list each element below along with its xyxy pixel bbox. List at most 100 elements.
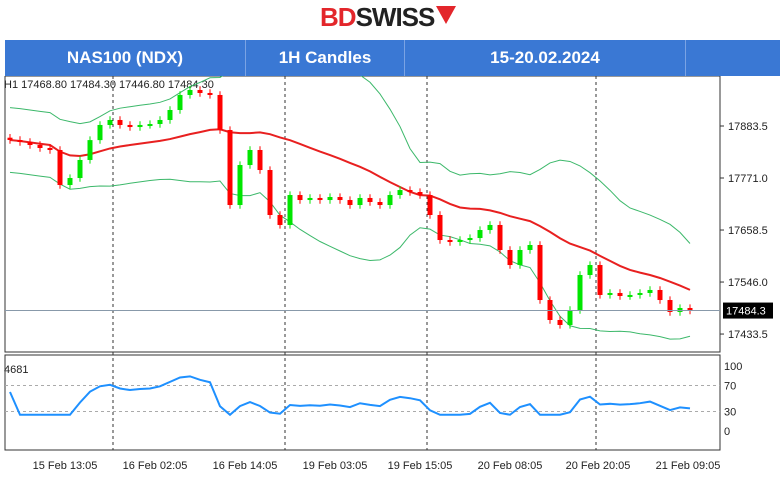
candle-body [387,195,393,206]
candle-body [247,149,253,166]
candle-body [27,141,33,146]
candle-body [337,197,343,201]
candle-body [557,319,563,325]
candle-body [327,197,333,201]
candle-body [377,202,383,206]
date-range-label: 15-20.02.2024 [405,40,686,76]
candle-body [347,200,353,206]
rsi-line [9,375,691,417]
candle-body [177,94,183,111]
candle-body [457,240,463,243]
candle-body [637,292,643,295]
candle-body [497,224,503,250]
candle-body [467,238,473,241]
price-chart: H1 17468.80 17484.30 17446.80 17484.30 4… [4,76,773,472]
candle-body [437,214,443,241]
candle-body [417,192,423,196]
candle-body [487,224,493,231]
candle-body [407,190,413,193]
lower-band [9,171,691,340]
candle-body [517,249,523,266]
rsi-tick-label: 100 [724,361,742,373]
candle-body [307,197,313,201]
candle-body [427,195,433,215]
candle-body [447,240,453,243]
candle-body [477,230,483,239]
candle-body [537,245,543,301]
moving-average-line [9,128,691,291]
candle-body [237,165,243,206]
chart-header: NAS100 (NDX) 1H Candles 15-20.02.2024 [5,40,780,76]
main-pane-frame [4,76,721,353]
current-price-box [723,302,773,319]
candle-body [607,292,613,295]
candle-body [527,245,533,250]
candle-body [7,137,13,141]
time-axis-label: 21 Feb 09:05 [656,460,721,472]
candle-body [137,124,143,128]
time-axis-label: 16 Feb 02:05 [123,460,188,472]
ohlc-label: H1 17468.80 17484.30 17446.80 17484.30 [4,79,214,91]
candle-body [397,190,403,196]
price-tick-label: 17883.5 [728,121,768,133]
price-tick-label: 17546.0 [728,277,768,289]
candle-body [287,195,293,225]
candle-body [687,308,693,311]
candle-body [77,159,83,179]
price-tick-label: 17771.0 [728,173,768,185]
candle-body [577,275,583,311]
current-price-label: 17484.3 [726,306,766,318]
candle-body [167,110,173,120]
bdswiss-logo: BDSWISS [320,2,457,33]
candle-body [17,140,23,143]
candle-body [207,92,213,95]
candle-body [627,294,633,297]
candle-body [47,148,53,151]
candle-body [597,265,603,295]
candle-body [127,124,133,128]
upper-band [9,76,691,244]
candle-body [257,149,263,171]
candle-body [97,124,103,141]
candle-body [547,300,553,320]
time-axis-label: 15 Feb 13:05 [33,460,98,472]
candle-body [357,197,363,206]
indicator-label: 4681 [4,364,28,376]
time-axis-label: 16 Feb 14:05 [213,460,278,472]
price-tick-label: 17658.5 [728,225,768,237]
candle-body [37,145,43,149]
candle-body [617,292,623,296]
candle-body [87,140,93,160]
candle-body [187,89,193,95]
rsi-tick-label: 70 [724,381,736,393]
price-tick-label: 17433.5 [728,329,768,341]
candle-body [657,289,663,301]
symbol-label: NAS100 (NDX) [5,40,246,76]
candle-body [157,119,163,125]
indicator-pane-frame [4,354,721,451]
time-axis-label: 20 Feb 20:05 [566,460,631,472]
rsi-tick-label: 30 [724,407,736,419]
candle-body [677,308,683,312]
time-axis-label: 19 Feb 15:05 [388,460,453,472]
candle-body [647,289,653,293]
candle-body [567,310,573,325]
candle-body [667,300,673,312]
candle-body [117,119,123,125]
time-axis-label: 19 Feb 03:05 [303,460,368,472]
candle-body [147,124,153,127]
candle-body [267,170,273,215]
time-axis-label: 20 Feb 08:05 [478,460,543,472]
candle-body [317,197,323,201]
rsi-tick-label: 0 [724,426,730,438]
candle-body [587,265,593,276]
candle-body [227,130,233,206]
timeframe-label: 1H Candles [246,40,405,76]
candle-body [57,149,63,185]
candle-body [107,119,113,125]
candle-body [67,178,73,185]
candle-body [277,214,283,225]
candle-body [197,89,203,93]
candle-body [367,197,373,203]
candle-body [507,249,513,266]
